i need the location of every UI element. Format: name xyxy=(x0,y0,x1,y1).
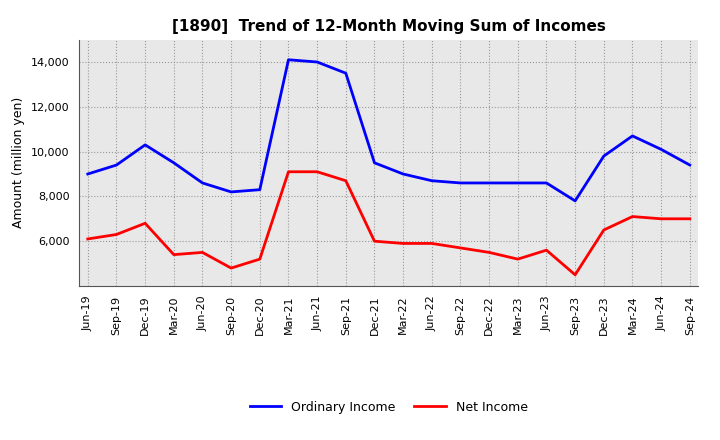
Net Income xyxy=(198,250,207,255)
Ordinary Income xyxy=(542,180,551,186)
Line: Ordinary Income: Ordinary Income xyxy=(88,60,690,201)
Ordinary Income xyxy=(227,189,235,194)
Ordinary Income xyxy=(456,180,465,186)
Net Income xyxy=(513,257,522,262)
Net Income xyxy=(571,272,580,278)
Ordinary Income xyxy=(84,171,92,176)
Net Income xyxy=(657,216,665,221)
Ordinary Income xyxy=(112,162,121,168)
Net Income xyxy=(169,252,178,257)
Net Income xyxy=(428,241,436,246)
Y-axis label: Amount (million yen): Amount (million yen) xyxy=(12,97,25,228)
Net Income xyxy=(84,236,92,242)
Net Income xyxy=(284,169,293,174)
Ordinary Income xyxy=(485,180,493,186)
Net Income xyxy=(227,265,235,271)
Net Income xyxy=(628,214,636,219)
Ordinary Income xyxy=(198,180,207,186)
Net Income xyxy=(341,178,350,183)
Ordinary Income xyxy=(312,59,321,65)
Net Income xyxy=(456,245,465,250)
Line: Net Income: Net Income xyxy=(88,172,690,275)
Ordinary Income xyxy=(169,160,178,165)
Ordinary Income xyxy=(628,133,636,139)
Title: [1890]  Trend of 12-Month Moving Sum of Incomes: [1890] Trend of 12-Month Moving Sum of I… xyxy=(172,19,606,34)
Net Income xyxy=(399,241,408,246)
Legend: Ordinary Income, Net Income: Ordinary Income, Net Income xyxy=(245,396,533,419)
Ordinary Income xyxy=(256,187,264,192)
Net Income xyxy=(485,250,493,255)
Net Income xyxy=(542,248,551,253)
Net Income xyxy=(312,169,321,174)
Net Income xyxy=(370,238,379,244)
Ordinary Income xyxy=(399,171,408,176)
Net Income xyxy=(685,216,694,221)
Ordinary Income xyxy=(370,160,379,165)
Ordinary Income xyxy=(600,154,608,159)
Net Income xyxy=(256,257,264,262)
Net Income xyxy=(600,227,608,233)
Ordinary Income xyxy=(428,178,436,183)
Ordinary Income xyxy=(141,142,150,147)
Ordinary Income xyxy=(284,57,293,62)
Ordinary Income xyxy=(685,162,694,168)
Ordinary Income xyxy=(571,198,580,204)
Ordinary Income xyxy=(657,147,665,152)
Net Income xyxy=(141,220,150,226)
Ordinary Income xyxy=(513,180,522,186)
Net Income xyxy=(112,232,121,237)
Ordinary Income xyxy=(341,70,350,76)
